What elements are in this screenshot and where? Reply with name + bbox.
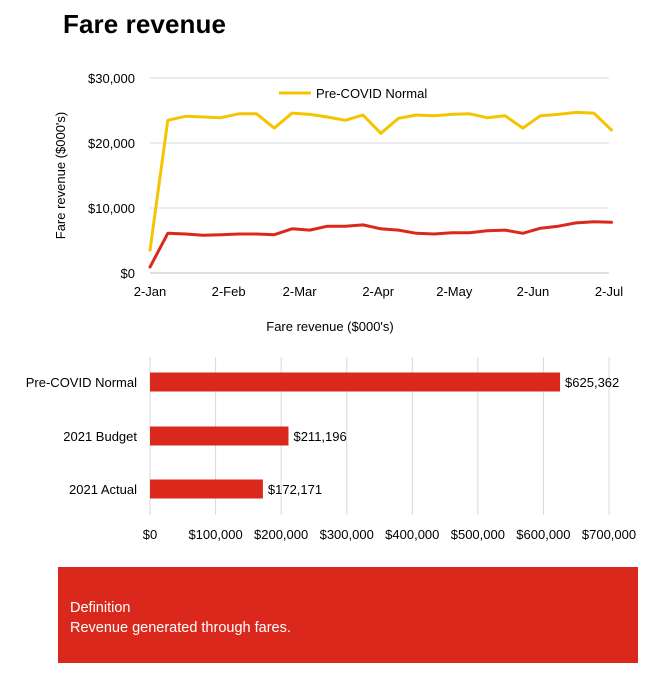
bar: [150, 426, 289, 446]
data-label: $172,171: [268, 482, 322, 497]
x-tick-label: 2-Apr: [362, 284, 394, 299]
data-label: $625,362: [565, 375, 619, 390]
y-tick-label: $0: [121, 266, 135, 281]
y-axis-title: Fare revenue ($000's): [53, 112, 68, 240]
definition-box: Definition Revenue generated through far…: [58, 567, 638, 663]
x-tick-label: $400,000: [385, 527, 439, 542]
x-tick-label: $700,000: [582, 527, 636, 542]
x-tick-label: $600,000: [516, 527, 570, 542]
definition-text: Revenue generated through fares.: [70, 620, 291, 636]
category-label: Pre-COVID Normal: [26, 375, 137, 390]
legend-label: Pre-COVID Normal: [316, 86, 427, 101]
bar: [150, 479, 263, 499]
x-axis-title: Fare revenue ($000's): [266, 319, 394, 334]
bar: [150, 372, 561, 392]
x-tick-label: 2-Jan: [134, 284, 167, 299]
x-tick-label: $0: [143, 527, 157, 542]
y-tick-label: $20,000: [88, 136, 135, 151]
x-tick-label: 2-Jul: [595, 284, 623, 299]
y-tick-label: $30,000: [88, 71, 135, 86]
series-line-0: [148, 110, 613, 252]
line-chart: $0 $10,000 $20,000 $30,000 2-Jan 2-Feb 2-Mar 2-…: [53, 71, 623, 334]
data-label: $211,196: [293, 429, 346, 444]
series-line-1: [148, 220, 613, 269]
y-tick-label: $10,000: [88, 201, 135, 216]
x-tick-label: 2-May: [436, 284, 473, 299]
definition-heading: Definition: [70, 600, 131, 616]
x-tick-label: 2-Mar: [283, 284, 318, 299]
page-title: Fare revenue: [63, 9, 227, 39]
category-label: 2021 Budget: [63, 429, 137, 444]
category-label: 2021 Actual: [69, 482, 137, 497]
x-tick-label: 2-Feb: [212, 284, 246, 299]
x-tick-label: $500,000: [451, 527, 505, 542]
x-tick-label: $300,000: [320, 527, 374, 542]
x-tick-label: $200,000: [254, 527, 308, 542]
bar-chart: $0 $100,000 $200,000 $300,000 $400,000 $500,0…: [26, 357, 636, 542]
x-tick-label: $100,000: [188, 527, 242, 542]
x-tick-label: 2-Jun: [517, 284, 550, 299]
